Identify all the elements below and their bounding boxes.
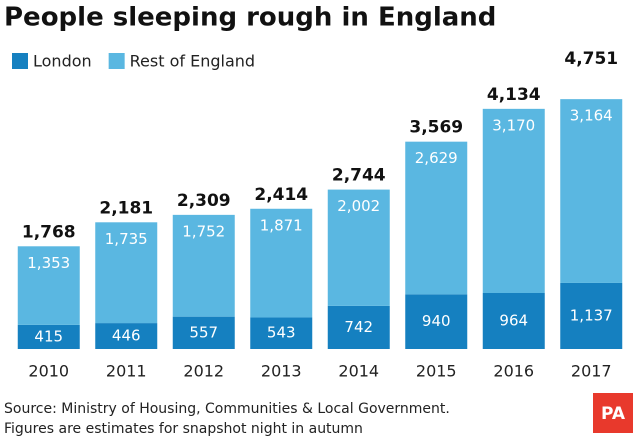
x-tick-label: 2012 xyxy=(183,362,224,381)
bar-value-label: 1,353 xyxy=(27,254,70,272)
bar-segment xyxy=(95,323,158,349)
bar-value-label: 742 xyxy=(344,318,373,336)
bar-segment xyxy=(405,141,468,295)
x-tick-label: 2011 xyxy=(106,362,147,381)
bar-value-label: 557 xyxy=(189,323,218,341)
bar-value-label: 940 xyxy=(422,312,451,330)
x-tick-label: 2014 xyxy=(338,362,379,381)
bar-value-label: 1,137 xyxy=(570,306,613,324)
note: Figures are estimates for snapshot night… xyxy=(4,421,363,437)
legend-label: Rest of England xyxy=(130,52,255,71)
bar-segment xyxy=(17,324,80,349)
bar-segment xyxy=(482,292,545,349)
total-label: 4,751 xyxy=(564,49,618,69)
chart-title: People sleeping rough in England xyxy=(4,3,496,33)
bar-value-label: 543 xyxy=(267,324,296,342)
bar-value-label: 1,752 xyxy=(182,222,225,240)
bar-segment xyxy=(250,317,313,349)
total-label: 2,744 xyxy=(332,166,386,186)
bar-segment xyxy=(17,246,80,325)
bar-segment xyxy=(172,316,235,349)
bar-segment xyxy=(95,222,158,324)
legend-label: London xyxy=(33,52,92,71)
bar-value-label: 3,164 xyxy=(570,107,613,125)
bar-segment xyxy=(482,108,545,293)
legend-swatch xyxy=(12,53,28,69)
source: Source: Ministry of Housing, Communities… xyxy=(4,401,450,417)
total-label: 2,414 xyxy=(254,185,308,205)
x-tick-label: 2010 xyxy=(28,362,69,381)
bar-value-label: 415 xyxy=(34,327,63,345)
total-label: 4,134 xyxy=(487,85,541,105)
total-label: 2,309 xyxy=(177,191,231,211)
bar-segment xyxy=(250,208,313,318)
bar-value-label: 964 xyxy=(499,311,528,329)
bar-segment xyxy=(560,99,623,283)
logo-box xyxy=(593,393,633,433)
bar-value-label: 2,002 xyxy=(337,197,380,215)
bar-value-label: 1,735 xyxy=(105,230,148,248)
bar-value-label: 2,629 xyxy=(415,149,458,167)
bar-value-label: 3,170 xyxy=(492,116,535,134)
x-tick-label: 2016 xyxy=(493,362,534,381)
bar-segment xyxy=(327,305,390,349)
bar-value-label: 1,871 xyxy=(260,216,303,234)
total-label: 3,569 xyxy=(409,118,463,138)
bar-segment xyxy=(172,214,235,317)
logo: PA xyxy=(601,404,626,424)
total-label: 1,768 xyxy=(22,222,76,242)
total-label: 2,181 xyxy=(99,198,153,218)
x-tick-label: 2013 xyxy=(261,362,302,381)
x-tick-label: 2017 xyxy=(571,362,612,381)
bar-value-label: 446 xyxy=(112,327,141,345)
bar-segment xyxy=(405,294,468,349)
x-tick-label: 2015 xyxy=(416,362,457,381)
bar-segment xyxy=(560,282,623,349)
legend-swatch xyxy=(108,53,125,69)
bar-segment xyxy=(327,189,390,306)
